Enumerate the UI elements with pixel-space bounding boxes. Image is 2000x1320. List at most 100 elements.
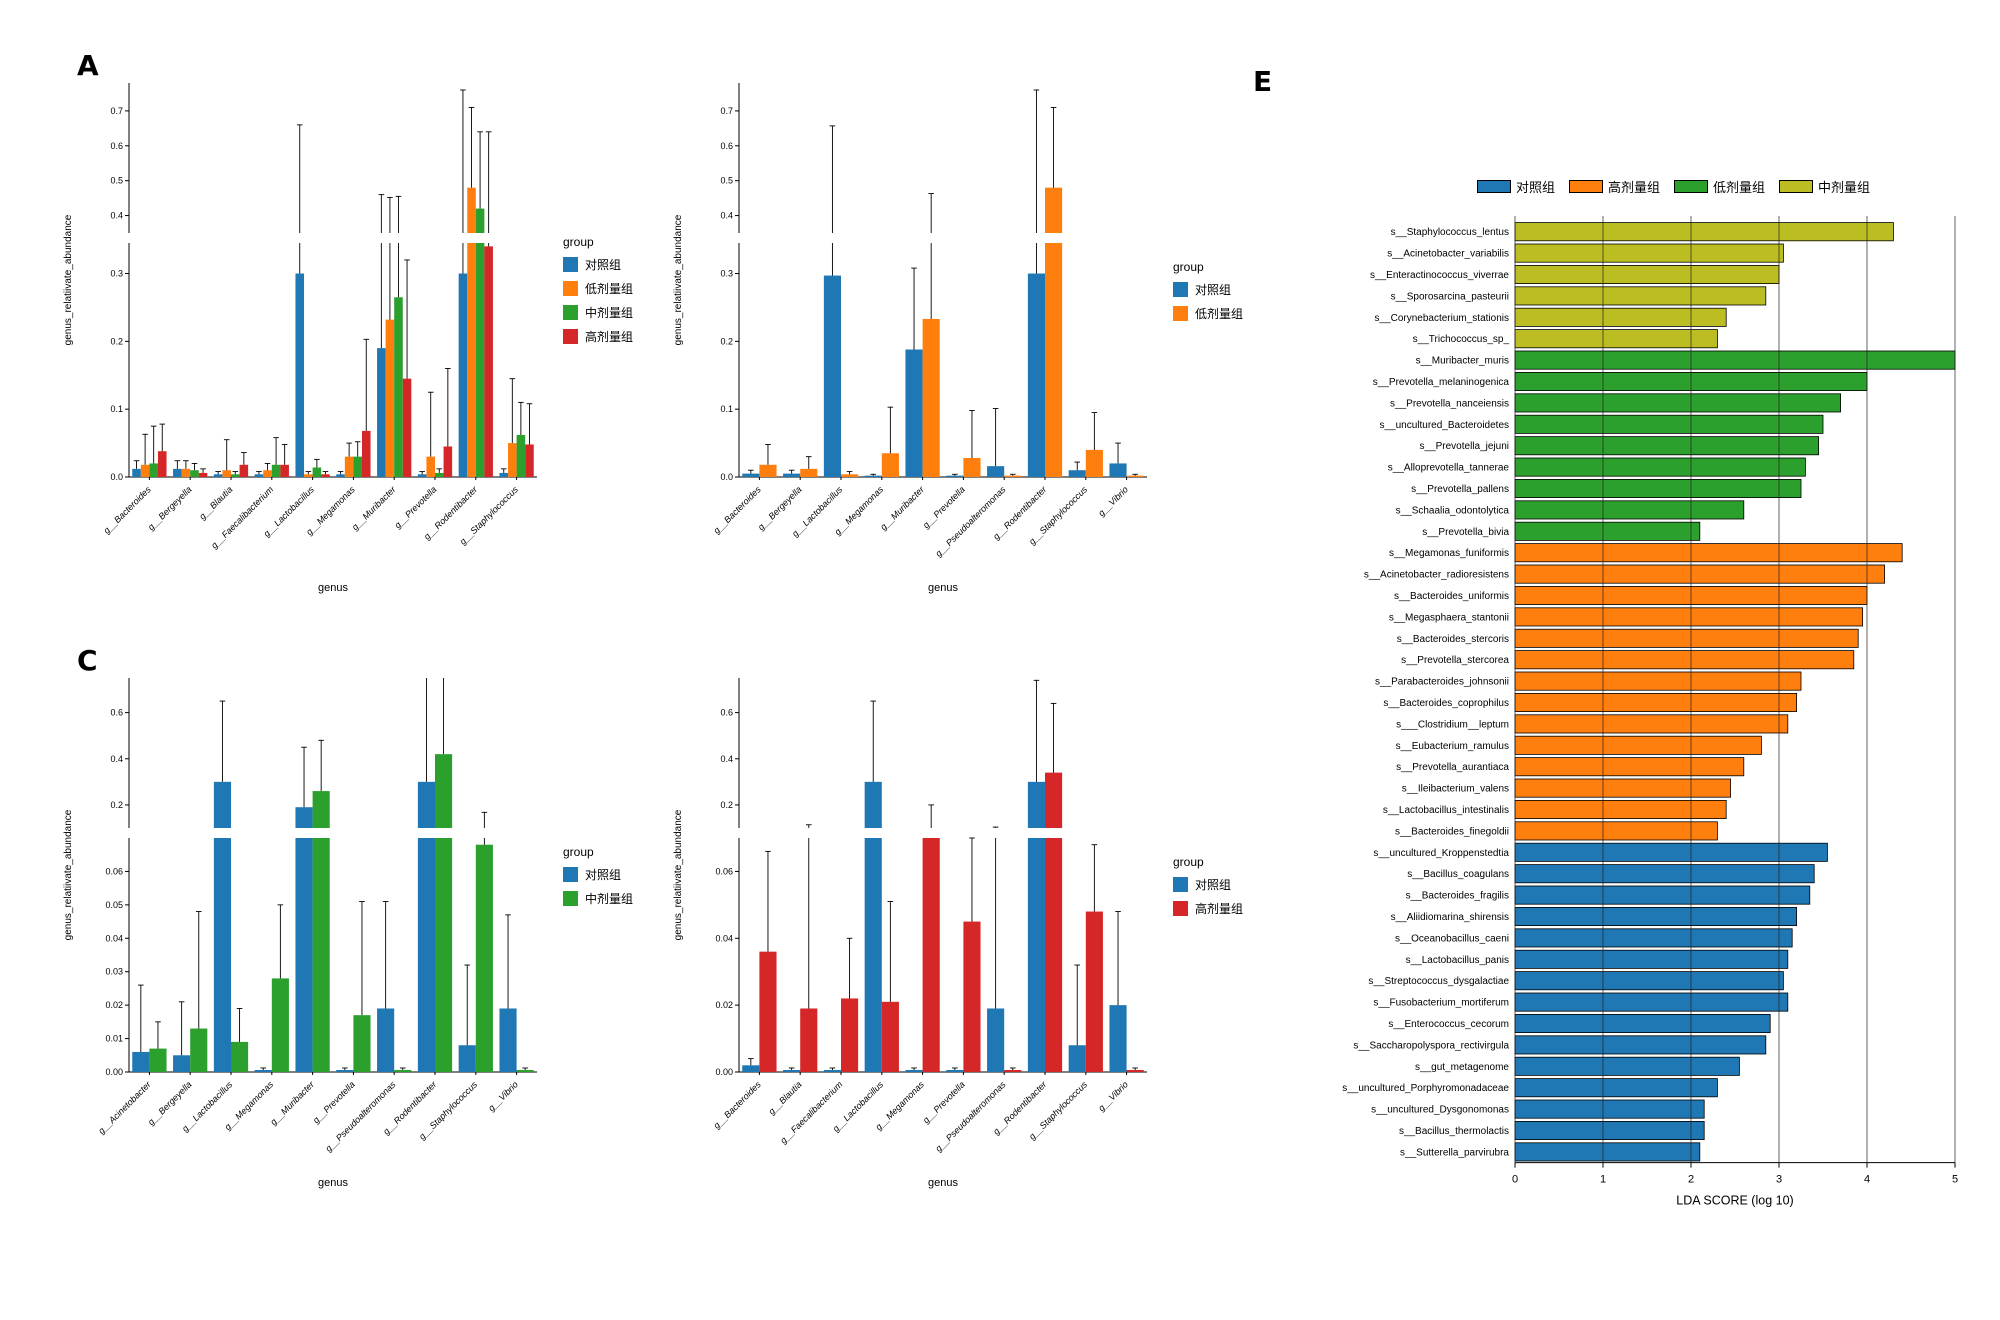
category-label: g__Acinetobacter <box>96 1079 153 1136</box>
panel-a-letter: A <box>77 49 99 82</box>
y-axis-title: genus_relatiivate_abundance <box>673 809 684 940</box>
species-label: s__Bacteroides_fragilis <box>1406 891 1509 902</box>
bar <box>149 463 158 477</box>
y-tick-label: 0.2 <box>720 800 733 810</box>
lda-bar <box>1514 564 1886 584</box>
lda-bar <box>1514 650 1855 670</box>
lda-bar <box>1514 265 1780 285</box>
legend-label: 低剂量组 <box>1195 307 1244 321</box>
legend-title: group <box>1173 260 1204 274</box>
y-tick-label: 0.2 <box>720 336 733 346</box>
bar <box>783 473 801 477</box>
species-label: s__Staphylococcus_lentus <box>1391 227 1509 238</box>
bar <box>132 468 141 477</box>
bar <box>344 456 354 477</box>
x-tick-label: 0 <box>1512 1174 1518 1186</box>
y-tick-label: 0.7 <box>720 106 733 116</box>
category-label: g__Prevotella <box>921 1079 967 1125</box>
category-label: g__Vibrio <box>1096 1079 1130 1113</box>
bar <box>304 474 313 477</box>
y-tick-label: 0.6 <box>720 708 733 718</box>
species-label: s__Lactobacillus_panis <box>1406 955 1509 966</box>
bar <box>377 348 386 477</box>
category-label: g__Bacteroides <box>102 484 154 536</box>
legend-label: 对照组 <box>1195 878 1232 892</box>
legend-item: 对照组 <box>1173 876 1243 893</box>
species-label: s__Prevotella_pallens <box>1411 484 1509 495</box>
species-label: s__Saccharopolyspora_rectivirgula <box>1353 1040 1509 1051</box>
legend-swatch <box>1477 180 1511 193</box>
species-label: s__Bacteroides_coprophilus <box>1383 698 1509 709</box>
species-label: s__Bacillus_coagulans <box>1407 869 1509 880</box>
species-label: s__Schaalia_odontolytica <box>1396 505 1510 516</box>
y-tick-label: 0.05 <box>105 900 123 910</box>
bar <box>336 474 345 477</box>
species-label: s__Oceanobacillus_caeni <box>1395 933 1509 944</box>
bar <box>864 838 882 1072</box>
bar <box>312 838 330 1072</box>
legend-title: group <box>563 845 594 859</box>
species-label: s__gut_metagenome <box>1415 1062 1509 1073</box>
species-label: s__Megamonas_funiformis <box>1389 548 1509 559</box>
bar <box>1126 1069 1144 1072</box>
bar <box>181 468 191 477</box>
lda-bar <box>1514 628 1859 648</box>
legend-swatch <box>1674 180 1709 193</box>
species-label: s__uncultured_Porphyromonadaceae <box>1342 1083 1509 1094</box>
bar <box>800 468 818 477</box>
bar <box>394 297 403 477</box>
bar <box>1004 1069 1022 1072</box>
species-label: s__Acinetobacter_radioresistens <box>1364 570 1509 581</box>
panel-a-legend: group 对照组 低剂量组 中剂量组 高剂量组 <box>563 235 633 345</box>
legend-label: 低剂量组 <box>1713 180 1766 195</box>
species-label: s__Prevotella_bivia <box>1422 527 1509 538</box>
legend-swatch <box>563 867 578 882</box>
bar <box>475 844 493 1072</box>
bar <box>499 472 509 477</box>
lda-bar <box>1514 222 1894 242</box>
bar <box>458 1045 476 1072</box>
panel-b-abundance-chart: 0.4 0.5 0.6 0.7 0.0 0.1 0.2 0.3 g__Bacteroides g_… <box>665 45 1355 630</box>
bar <box>987 1008 1005 1072</box>
bar <box>742 1065 760 1072</box>
legend-label: 对照组 <box>585 868 622 882</box>
bar <box>1068 1045 1086 1072</box>
y-tick-label: 0.7 <box>110 106 123 116</box>
species-label: s__Fusobacterium_mortiferum <box>1373 998 1509 1009</box>
category-label: g__Vibrio <box>1096 484 1130 518</box>
lda-bar <box>1514 1121 1705 1141</box>
panel-c-abundance-chart: C 0.2 0.4 0.6 0.00 0.01 0.02 0.03 0.04 0.05 0.06 g… <box>55 640 745 1225</box>
panel-b-chart: 0.4 0.5 0.6 0.7 0.0 0.1 0.2 0.3 g__Bacteroides g_… <box>673 83 1147 594</box>
bar <box>467 187 476 233</box>
category-label: g__Prevotella <box>311 1079 357 1125</box>
y-tick-label: 0.00 <box>715 1067 733 1077</box>
panel-c-legend: group 对照组 中剂量组 <box>563 845 633 907</box>
bar <box>987 466 1005 477</box>
species-label: s__Megasphaera_stantonii <box>1389 612 1509 623</box>
category-label: g__Blautia <box>766 1079 803 1116</box>
bar <box>198 472 208 477</box>
species-label: s__Bacteroides_finegoldii <box>1395 826 1509 837</box>
legend-item: 对照组 <box>1173 281 1243 298</box>
legend-swatch <box>1173 306 1188 321</box>
y-tick-label: 0.0 <box>720 472 733 482</box>
panel-e-chart: s__Staphylococcus_lentus s__Acinetobacter… <box>1342 216 1958 1208</box>
bar <box>312 467 322 477</box>
lda-bar <box>1514 864 1815 884</box>
lda-bar <box>1514 543 1903 563</box>
species-label: s__Sporosarcina_pasteurii <box>1391 291 1509 302</box>
x-tick-label: 5 <box>1952 1174 1958 1186</box>
legend-label: 高剂量组 <box>1195 902 1244 916</box>
bar <box>1068 470 1086 477</box>
y-tick-label: 0.02 <box>105 1000 123 1010</box>
panel-c-chart: 0.2 0.4 0.6 0.00 0.01 0.02 0.03 0.04 0.05 0.06 g__… <box>63 678 537 1189</box>
legend-label: 对照组 <box>1516 180 1556 195</box>
bar <box>377 1008 395 1072</box>
lda-bar <box>1514 1142 1701 1162</box>
lda-bar <box>1514 457 1806 477</box>
lda-bar <box>1514 692 1798 712</box>
bar <box>1085 911 1103 1072</box>
lda-bar <box>1514 307 1727 327</box>
species-label: s__Bacteroides_uniformis <box>1394 591 1509 602</box>
legend-label: 高剂量组 <box>585 330 634 344</box>
